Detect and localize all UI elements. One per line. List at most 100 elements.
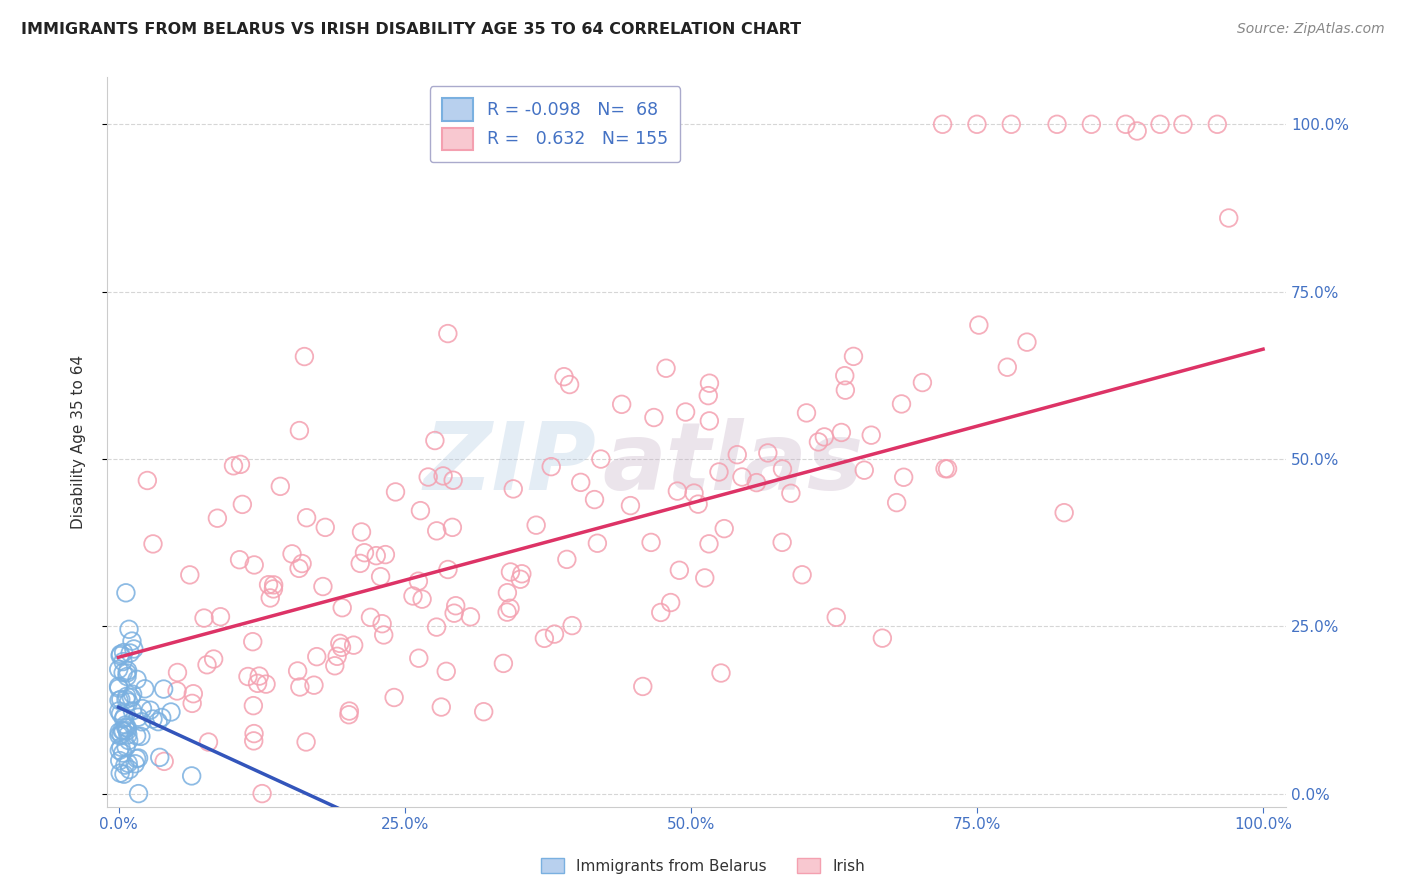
- Point: [1149, 117, 1171, 131]
- Point: [655, 361, 678, 376]
- Point: [382, 690, 405, 705]
- Point: [853, 463, 876, 477]
- Point: [294, 350, 316, 364]
- Point: [510, 566, 533, 581]
- Point: [1218, 211, 1240, 225]
- Text: atlas: atlas: [602, 418, 863, 510]
- Point: [121, 634, 143, 648]
- Point: [668, 563, 690, 577]
- Point: [437, 562, 460, 576]
- Point: [499, 601, 522, 615]
- Point: [114, 718, 136, 732]
- Point: [499, 565, 522, 579]
- Point: [222, 458, 245, 473]
- Point: [121, 704, 143, 718]
- Point: [408, 574, 430, 589]
- Point: [610, 397, 633, 411]
- Point: [242, 734, 264, 748]
- Point: [460, 609, 482, 624]
- Point: [323, 658, 346, 673]
- Point: [443, 606, 465, 620]
- Point: [699, 414, 721, 428]
- Point: [115, 740, 138, 755]
- Point: [181, 687, 204, 701]
- Point: [111, 746, 134, 760]
- Point: [115, 665, 138, 680]
- Point: [125, 729, 148, 743]
- Point: [1053, 506, 1076, 520]
- Point: [509, 572, 531, 586]
- Point: [1000, 117, 1022, 131]
- Point: [384, 484, 406, 499]
- Point: [326, 649, 349, 664]
- Point: [373, 628, 395, 642]
- Point: [813, 430, 835, 444]
- Point: [790, 567, 813, 582]
- Point: [492, 657, 515, 671]
- Point: [242, 698, 264, 713]
- Legend: R = -0.098   N=  68, R =   0.632   N= 155: R = -0.098 N= 68, R = 0.632 N= 155: [430, 87, 681, 162]
- Point: [911, 376, 934, 390]
- Point: [374, 548, 396, 562]
- Point: [650, 606, 672, 620]
- Point: [1015, 335, 1038, 350]
- Point: [288, 561, 311, 575]
- Point: [181, 697, 204, 711]
- Point: [209, 609, 232, 624]
- Point: [108, 728, 131, 742]
- Point: [966, 117, 988, 131]
- Point: [207, 511, 229, 525]
- Point: [117, 664, 139, 678]
- Point: [586, 536, 609, 550]
- Point: [886, 495, 908, 509]
- Point: [108, 693, 131, 707]
- Point: [583, 492, 606, 507]
- Point: [402, 589, 425, 603]
- Legend: Immigrants from Belarus, Irish: Immigrants from Belarus, Irish: [534, 852, 872, 880]
- Point: [146, 714, 169, 729]
- Point: [409, 503, 432, 517]
- Point: [631, 680, 654, 694]
- Point: [111, 655, 134, 669]
- Point: [441, 473, 464, 487]
- Point: [254, 677, 277, 691]
- Point: [683, 486, 706, 500]
- Point: [934, 461, 956, 475]
- Point: [110, 647, 132, 661]
- Point: [796, 406, 818, 420]
- Point: [228, 552, 250, 566]
- Point: [131, 701, 153, 715]
- Point: [117, 695, 139, 709]
- Point: [118, 622, 141, 636]
- Point: [890, 397, 912, 411]
- Point: [418, 470, 440, 484]
- Point: [337, 704, 360, 718]
- Point: [496, 605, 519, 619]
- Point: [561, 618, 583, 632]
- Point: [112, 712, 135, 726]
- Point: [108, 681, 131, 695]
- Point: [555, 552, 578, 566]
- Point: [426, 620, 449, 634]
- Point: [295, 510, 318, 524]
- Point: [120, 646, 142, 660]
- Point: [558, 377, 581, 392]
- Point: [437, 326, 460, 341]
- Y-axis label: Disability Age 35 to 64: Disability Age 35 to 64: [72, 355, 86, 529]
- Point: [115, 692, 138, 706]
- Point: [112, 767, 135, 781]
- Point: [693, 571, 716, 585]
- Point: [149, 750, 172, 764]
- Point: [312, 580, 335, 594]
- Point: [111, 723, 134, 738]
- Point: [124, 756, 146, 771]
- Point: [129, 730, 152, 744]
- Point: [589, 452, 612, 467]
- Point: [643, 410, 665, 425]
- Point: [243, 726, 266, 740]
- Point: [640, 535, 662, 549]
- Point: [830, 425, 852, 440]
- Point: [114, 758, 136, 772]
- Point: [423, 434, 446, 448]
- Point: [246, 676, 269, 690]
